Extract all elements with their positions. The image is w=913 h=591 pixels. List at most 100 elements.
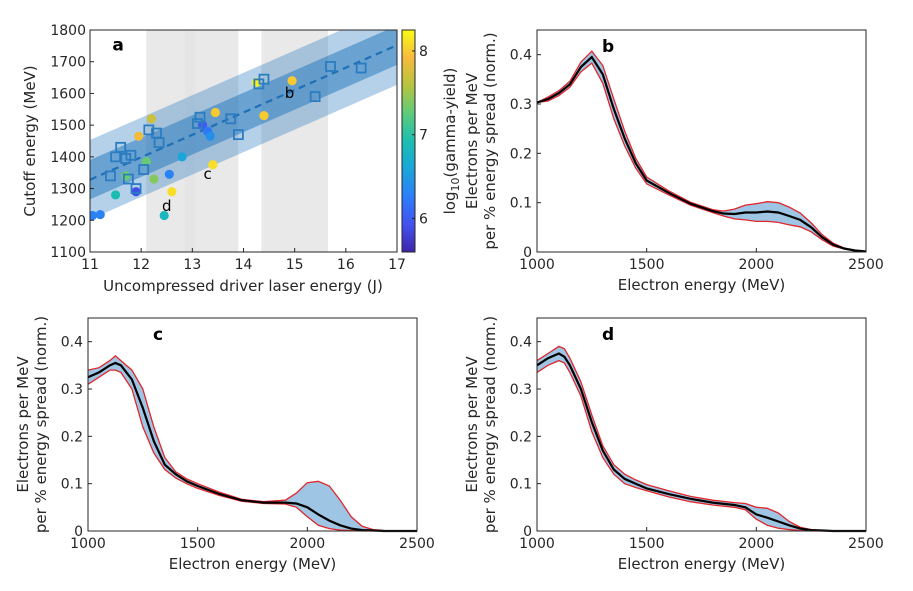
panel-d-ylabel-line2: per % energy spread (norm.)	[481, 316, 499, 533]
panel-b-xlabel: Electron energy (MeV)	[618, 276, 785, 294]
data-circle-11	[167, 187, 177, 197]
data-circle-2	[110, 190, 121, 200]
fit-inner-band	[90, 30, 397, 200]
panel-b-lower-line	[536, 62, 867, 253]
panel-b: 1000 1500 2000 2500 0 0.1 0.2 0.3 0.4 Electron en…	[463, 29, 884, 294]
a-ytick-label-7: 1800	[50, 23, 86, 39]
data-circle-4	[131, 187, 141, 197]
data-circle-10	[164, 169, 174, 179]
panel-a-label-b: b	[285, 84, 295, 102]
b-ytick-label-3: 0.3	[510, 97, 532, 113]
c-ytick-label-0: 0	[74, 524, 83, 540]
a-xtick-label-1: 12	[132, 257, 150, 273]
a-ytick-label-1: 1200	[50, 213, 86, 229]
data-circle-17	[210, 107, 220, 118]
panel-b-ylabel-line2: per % energy spread (norm.)	[481, 32, 499, 249]
data-square-8	[143, 124, 155, 136]
c-xtick-label-0: 1000	[70, 536, 106, 552]
d-ytick-label-3: 0.3	[510, 382, 532, 398]
data-circle-0	[90, 210, 98, 221]
a-xtick-label-3: 14	[235, 257, 253, 273]
data-square-12	[194, 111, 206, 123]
panel-c-ylabel-line1: Electrons per MeV	[14, 356, 32, 493]
data-square-19	[355, 62, 367, 74]
a-ytick-label-6: 1700	[50, 55, 86, 71]
panel-a-ylabel: Cutoff energy (MeV)	[21, 65, 39, 216]
c-ytick-label-2: 0.2	[61, 429, 83, 445]
panel-c-frame	[87, 317, 418, 532]
data-circle-6	[141, 157, 151, 167]
a-ytick-label-2: 1300	[50, 182, 86, 198]
b-xtick-label-3: 2500	[848, 257, 884, 273]
data-circle-12	[177, 152, 187, 162]
c-xtick-label-1: 1500	[180, 536, 216, 552]
c-ytick-label-3: 0.3	[61, 382, 83, 398]
colorbar-tick-label-0: 6	[419, 211, 428, 227]
panel-d-mean-line	[536, 352, 866, 533]
data-square-17	[309, 91, 321, 102]
data-square-11	[192, 118, 203, 129]
data-square-5	[125, 149, 137, 161]
data-circle-9	[159, 210, 169, 221]
d-ytick-label-2: 0.2	[510, 429, 532, 445]
data-circle-19	[259, 111, 269, 121]
panel-d-xlabel: Electron energy (MeV)	[618, 555, 785, 573]
panel-c: 1000 1500 2000 2500 0 0.1 0.2 0.3 0.4 Electron en…	[14, 316, 435, 573]
d-xtick-label-3: 2500	[848, 536, 884, 552]
panel-a-xlabel: Uncompressed driver laser energy (J)	[103, 277, 383, 295]
data-circle-8	[149, 174, 159, 184]
b-xtick-label-0: 1000	[519, 257, 555, 273]
panel-b-frame	[536, 29, 867, 253]
panel-b-mean-line	[536, 55, 867, 253]
panel-d: 1000 1500 2000 2500 0 0.1 0.2 0.3 0.4 Electron en…	[463, 316, 884, 573]
data-square-18	[325, 61, 336, 72]
d-xtick-label-1: 1500	[629, 536, 665, 552]
d-ytick-label-1: 0.1	[510, 477, 532, 493]
b-xtick-label-1: 1500	[629, 257, 665, 273]
data-square-4	[122, 173, 134, 185]
b-ytick-label-1: 0.1	[510, 196, 532, 212]
panel-a-label-a: a	[112, 36, 123, 56]
data-circle-15	[205, 131, 215, 141]
data-square-16	[258, 73, 270, 85]
fit-line	[90, 44, 397, 181]
colorbar-tick-label-1: 7	[419, 128, 428, 144]
data-circle-5	[134, 131, 144, 141]
colorbar: 6 7 8	[401, 29, 428, 253]
panel-b-label: b	[602, 37, 614, 57]
a-ytick-label-5: 1600	[50, 86, 86, 102]
data-square-13	[225, 113, 237, 125]
d-xtick-label-0: 1000	[519, 536, 555, 552]
panel-b-upper-line	[536, 50, 867, 253]
b-xtick-label-2: 2000	[739, 257, 775, 273]
d-ytick-label-0: 0	[523, 524, 532, 540]
panel-a-label-d: d	[162, 197, 172, 215]
panel-c-mean-line	[87, 361, 417, 533]
panel-c-ylabel-line2: per % energy spread (norm.)	[32, 316, 50, 533]
b-ytick-label-4: 0.4	[510, 48, 532, 64]
a-xtick-label-5: 16	[337, 257, 355, 273]
a-xtick-label-6: 17	[388, 257, 406, 273]
d-xtick-label-2: 2000	[739, 536, 775, 552]
a-ytick-label-4: 1500	[50, 118, 86, 134]
a-xtick-label-4: 15	[286, 257, 304, 273]
data-square-2	[115, 141, 127, 153]
a-xtick-label-0: 11	[81, 257, 99, 273]
data-square-14	[232, 129, 244, 141]
d-ytick-label-4: 0.4	[510, 335, 532, 351]
data-circle-1	[95, 209, 105, 220]
panel-c-xlabel: Electron energy (MeV)	[169, 555, 336, 573]
panel-a: a b c d 11 12 13 14 15 16 17 1100 1200 1300 1400 1500 1…	[21, 23, 462, 295]
c-ytick-label-1: 0.1	[61, 477, 83, 493]
data-circle-20	[287, 76, 297, 86]
data-circle-16	[208, 160, 218, 170]
panel-c-label: c	[153, 325, 163, 345]
c-xtick-label-3: 2500	[399, 536, 435, 552]
panel-d-lower-line	[536, 359, 866, 532]
panel-b-ylabel-line1: Electrons per MeV	[463, 72, 481, 209]
colorbar-tick-label-2: 8	[419, 44, 428, 60]
a-ytick-label-3: 1400	[50, 150, 86, 166]
panel-d-label: d	[602, 325, 614, 345]
c-ytick-label-4: 0.4	[61, 335, 83, 351]
